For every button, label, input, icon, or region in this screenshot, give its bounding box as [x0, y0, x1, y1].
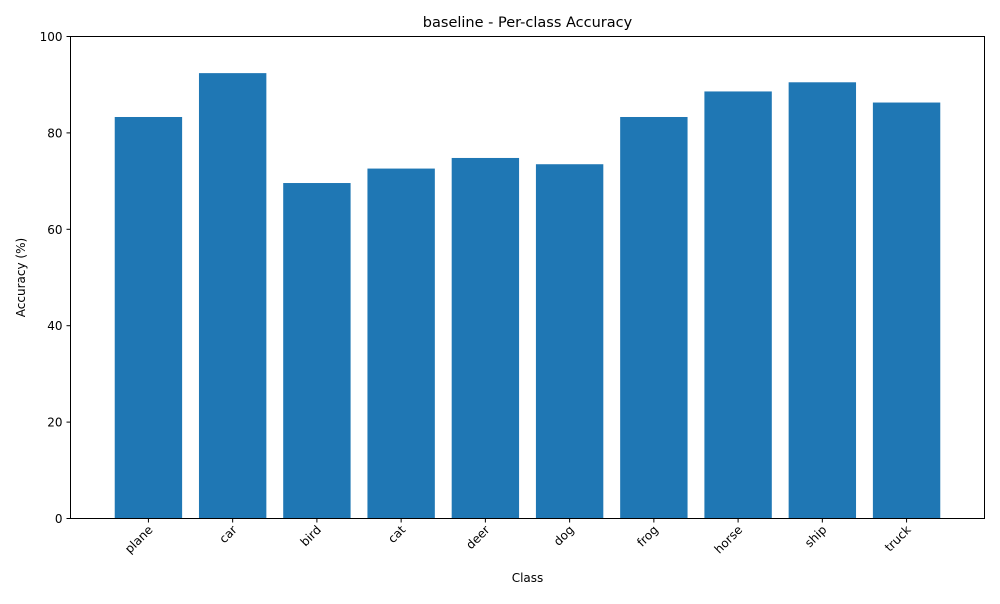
- y-axis: 0 20 40 60 80 100: [40, 30, 71, 526]
- bar-car: [198, 73, 267, 519]
- y-tick-label: 100: [40, 30, 63, 44]
- x-tick-label-dog: dog: [551, 523, 577, 549]
- bar-deer: [451, 157, 520, 519]
- bar-bird: [283, 183, 351, 519]
- x-tick-label-ship: ship: [802, 523, 829, 550]
- bar-frog: [620, 116, 688, 519]
- x-tick-label-frog: frog: [634, 523, 661, 550]
- bar-truck: [872, 102, 941, 519]
- bar-ship: [788, 82, 857, 519]
- y-tick-label: 20: [47, 416, 62, 430]
- x-tick-label-horse: horse: [712, 523, 746, 557]
- y-tick-label: 80: [47, 126, 62, 140]
- x-tick-label-deer: deer: [463, 523, 492, 552]
- bars-layer: [114, 73, 941, 519]
- x-axis: plane car bird cat deer dog frog horse ship truck: [122, 518, 914, 557]
- x-tick-label-car: car: [217, 523, 240, 546]
- plot-frame: [70, 36, 985, 519]
- y-tick-label: 0: [55, 512, 63, 526]
- y-tick-label: 40: [47, 319, 62, 333]
- y-tick-label: 60: [47, 223, 62, 237]
- x-tick-label-cat: cat: [385, 523, 408, 546]
- bar-horse: [704, 91, 772, 519]
- bar-plane: [114, 116, 183, 519]
- x-tick-label-truck: truck: [882, 523, 914, 555]
- bar-cat: [367, 168, 435, 519]
- y-axis-label: Accuracy (%): [14, 238, 28, 317]
- bar-dog: [535, 164, 604, 519]
- x-tick-label-bird: bird: [298, 523, 324, 549]
- x-tick-label-plane: plane: [122, 523, 155, 556]
- chart-title: baseline - Per-class Accuracy: [423, 15, 633, 31]
- x-axis-label: Class: [512, 571, 544, 585]
